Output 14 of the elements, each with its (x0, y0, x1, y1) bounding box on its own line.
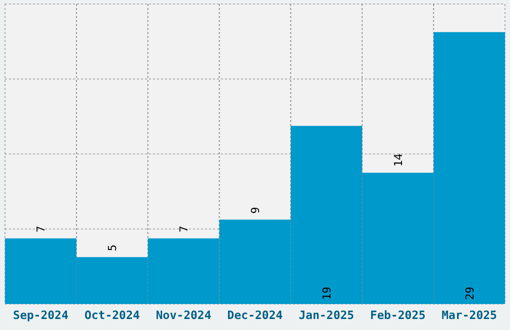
x-tick-label: Feb-2025 (370, 308, 426, 322)
x-tick-label: Jan-2025 (298, 308, 354, 322)
data-label: 14 (392, 153, 405, 167)
x-tick-label: Nov-2024 (156, 308, 212, 322)
data-label: 9 (249, 207, 262, 214)
data-label: 19 (320, 286, 334, 300)
data-label: 7 (178, 226, 191, 232)
data-label: 7 (34, 226, 48, 232)
data-label: 5 (106, 244, 120, 252)
x-tick-label: Oct-2024 (84, 308, 140, 322)
data-label: 29 (463, 286, 476, 300)
x-tick-label: Sep-2024 (13, 308, 68, 322)
x-tick-label: Mar-2025 (442, 308, 498, 322)
x-tick-label: Dec-2024 (227, 308, 283, 322)
